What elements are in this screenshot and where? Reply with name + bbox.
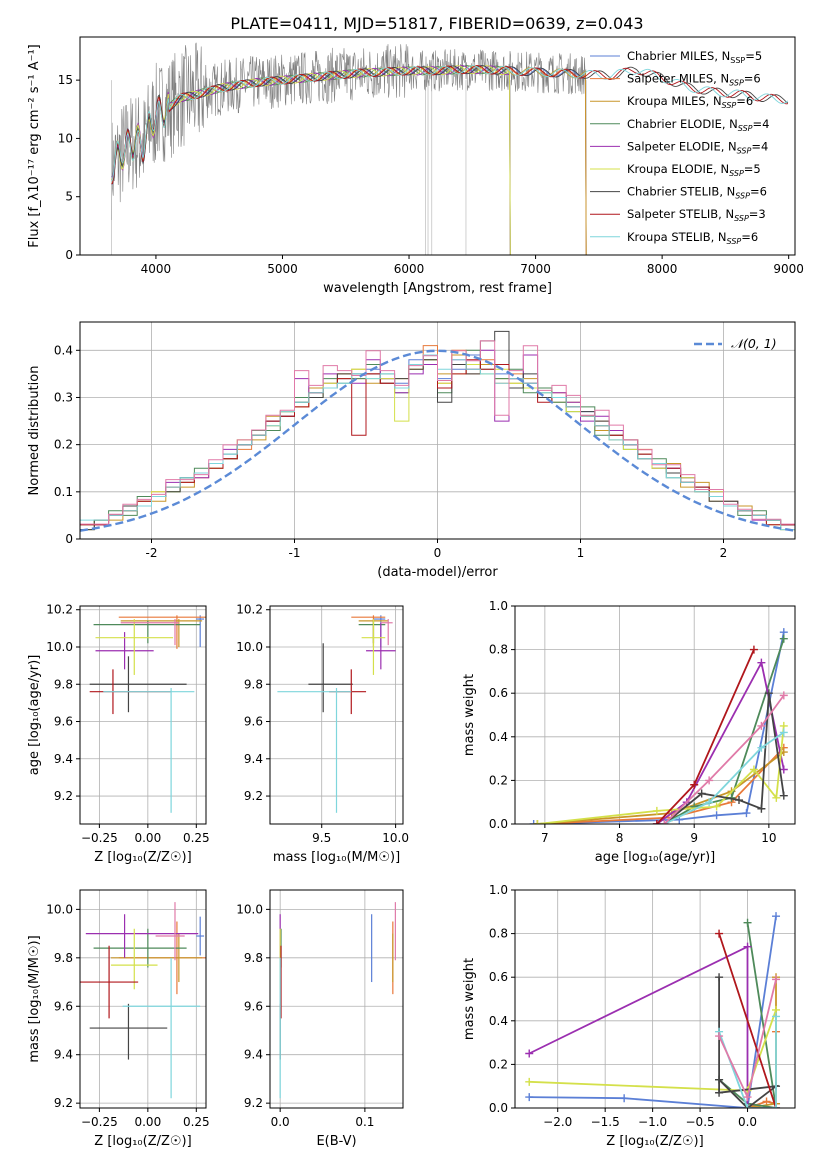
y-tick-label: 0.0 (489, 817, 508, 831)
y-axis-label: mass weight (462, 958, 477, 1040)
y-tick-label: 0.4 (54, 343, 73, 357)
y-tick-label: 9.2 (54, 789, 73, 803)
x-tick-label: −0.5 (686, 1115, 715, 1129)
y-tick-label: 9.2 (244, 1096, 263, 1110)
x-tick-label: 0.0 (738, 1115, 757, 1129)
y-tick-label: 9.6 (244, 715, 263, 729)
y-tick-label: 9.4 (54, 1048, 73, 1062)
x-tick-label: −1.5 (591, 1115, 620, 1129)
x-tick-label: 8000 (647, 262, 678, 276)
y-tick-label: 0.8 (489, 927, 508, 941)
x-tick-label: 4000 (141, 262, 172, 276)
y-tick-label: 0 (65, 532, 73, 546)
x-tick-label: 9000 (773, 262, 804, 276)
y-tick-label: 10.2 (46, 603, 73, 617)
y-tick-label: 10.0 (46, 902, 73, 916)
y-tick-label: 0.3 (54, 390, 73, 404)
x-tick-label: 0.25 (183, 1115, 210, 1129)
y-tick-label: 9.4 (244, 752, 263, 766)
y-tick-label: 5 (65, 190, 73, 204)
x-tick-label: -2 (146, 546, 158, 560)
y-axis-label: mass [log₁₀(M/M☉)] (27, 935, 42, 1062)
y-tick-label: 9.8 (54, 677, 73, 691)
figure: PLATE=0411, MJD=51817, FIBERID=0639, z=0… (0, 0, 819, 1170)
x-tick-label: 6000 (394, 262, 425, 276)
x-axis-label: Z [log₁₀(Z/Z☉)] (94, 850, 191, 865)
x-axis-label: Z [log₁₀(Z/Z☉)] (94, 1134, 191, 1149)
figure-title: PLATE=0411, MJD=51817, FIBERID=0639, z=0… (230, 14, 643, 33)
y-tick-label: 0.0 (489, 1101, 508, 1115)
y-tick-label: 9.6 (244, 999, 263, 1013)
x-tick-label: 10.0 (382, 831, 409, 845)
y-tick-label: 15 (58, 73, 73, 87)
x-tick-label: 9.5 (312, 831, 331, 845)
y-tick-label: 9.2 (54, 1096, 73, 1110)
y-tick-label: 9.8 (244, 677, 263, 691)
y-tick-label: 0.6 (489, 686, 508, 700)
x-tick-label: 0.0 (271, 1115, 290, 1129)
y-tick-label: 1.0 (489, 883, 508, 897)
x-tick-label: 8 (616, 831, 624, 845)
y-tick-label: 0.6 (489, 970, 508, 984)
y-tick-label: 9.8 (244, 951, 263, 965)
x-tick-label: 10 (761, 831, 776, 845)
x-tick-label: −2.0 (543, 1115, 572, 1129)
y-tick-label: 0.2 (489, 1057, 508, 1071)
y-tick-label: 10.0 (236, 902, 263, 916)
y-axis-label: age [log₁₀(age/yr)] (27, 655, 42, 776)
x-axis-label: Z [log₁₀(Z/Z☉)] (606, 1134, 703, 1149)
x-tick-label: 0.00 (134, 1115, 161, 1129)
x-axis-label: E(B-V) (316, 1134, 356, 1149)
y-tick-label: 1.0 (489, 599, 508, 613)
x-axis-label: (data-model)/error (377, 565, 498, 580)
y-axis-label: Flux [f_λ10⁻¹⁷ erg cm⁻² s⁻¹ A⁻¹] (27, 44, 42, 248)
x-tick-label: −0.25 (81, 831, 118, 845)
y-tick-label: 0.1 (54, 485, 73, 499)
y-tick-label: 9.8 (54, 951, 73, 965)
y-tick-label: 0.4 (489, 730, 508, 744)
y-tick-label: 10.2 (236, 603, 263, 617)
y-tick-label: 0.2 (489, 773, 508, 787)
x-tick-label: 7000 (520, 262, 551, 276)
y-axis-label: Normed distribution (27, 366, 42, 496)
y-tick-label: 9.6 (54, 715, 73, 729)
x-tick-label: 0.25 (183, 831, 210, 845)
y-tick-label: 0.8 (489, 643, 508, 657)
x-tick-label: −1.0 (638, 1115, 667, 1129)
x-tick-label: 0 (434, 546, 442, 560)
y-tick-label: 9.4 (54, 752, 73, 766)
y-tick-label: 0.4 (489, 1014, 508, 1028)
x-axis-label: mass [log₁₀(M/M☉)] (273, 850, 400, 865)
x-tick-label: 9 (690, 831, 698, 845)
x-tick-label: -1 (289, 546, 301, 560)
y-axis-label: mass weight (462, 674, 477, 756)
x-tick-label: 5000 (267, 262, 298, 276)
x-tick-label: 2 (720, 546, 728, 560)
x-axis-label: wavelength [Angstrom, rest frame] (323, 281, 552, 296)
y-tick-label: 10.0 (46, 640, 73, 654)
y-tick-label: 9.4 (244, 1048, 263, 1062)
x-tick-label: 0.1 (355, 1115, 374, 1129)
y-tick-label: 10 (58, 131, 73, 145)
y-tick-label: 0.2 (54, 438, 73, 452)
x-tick-label: 7 (541, 831, 549, 845)
x-tick-label: 0.00 (134, 831, 161, 845)
x-tick-label: 1 (577, 546, 585, 560)
y-tick-label: 10.0 (236, 640, 263, 654)
y-tick-label: 0 (65, 248, 73, 262)
y-tick-label: 9.6 (54, 999, 73, 1013)
y-tick-label: 9.2 (244, 789, 263, 803)
legend-label: 𝒩(0, 1) (731, 336, 777, 351)
x-axis-label: age [log₁₀(age/yr)] (595, 850, 716, 865)
x-tick-label: −0.25 (81, 1115, 118, 1129)
